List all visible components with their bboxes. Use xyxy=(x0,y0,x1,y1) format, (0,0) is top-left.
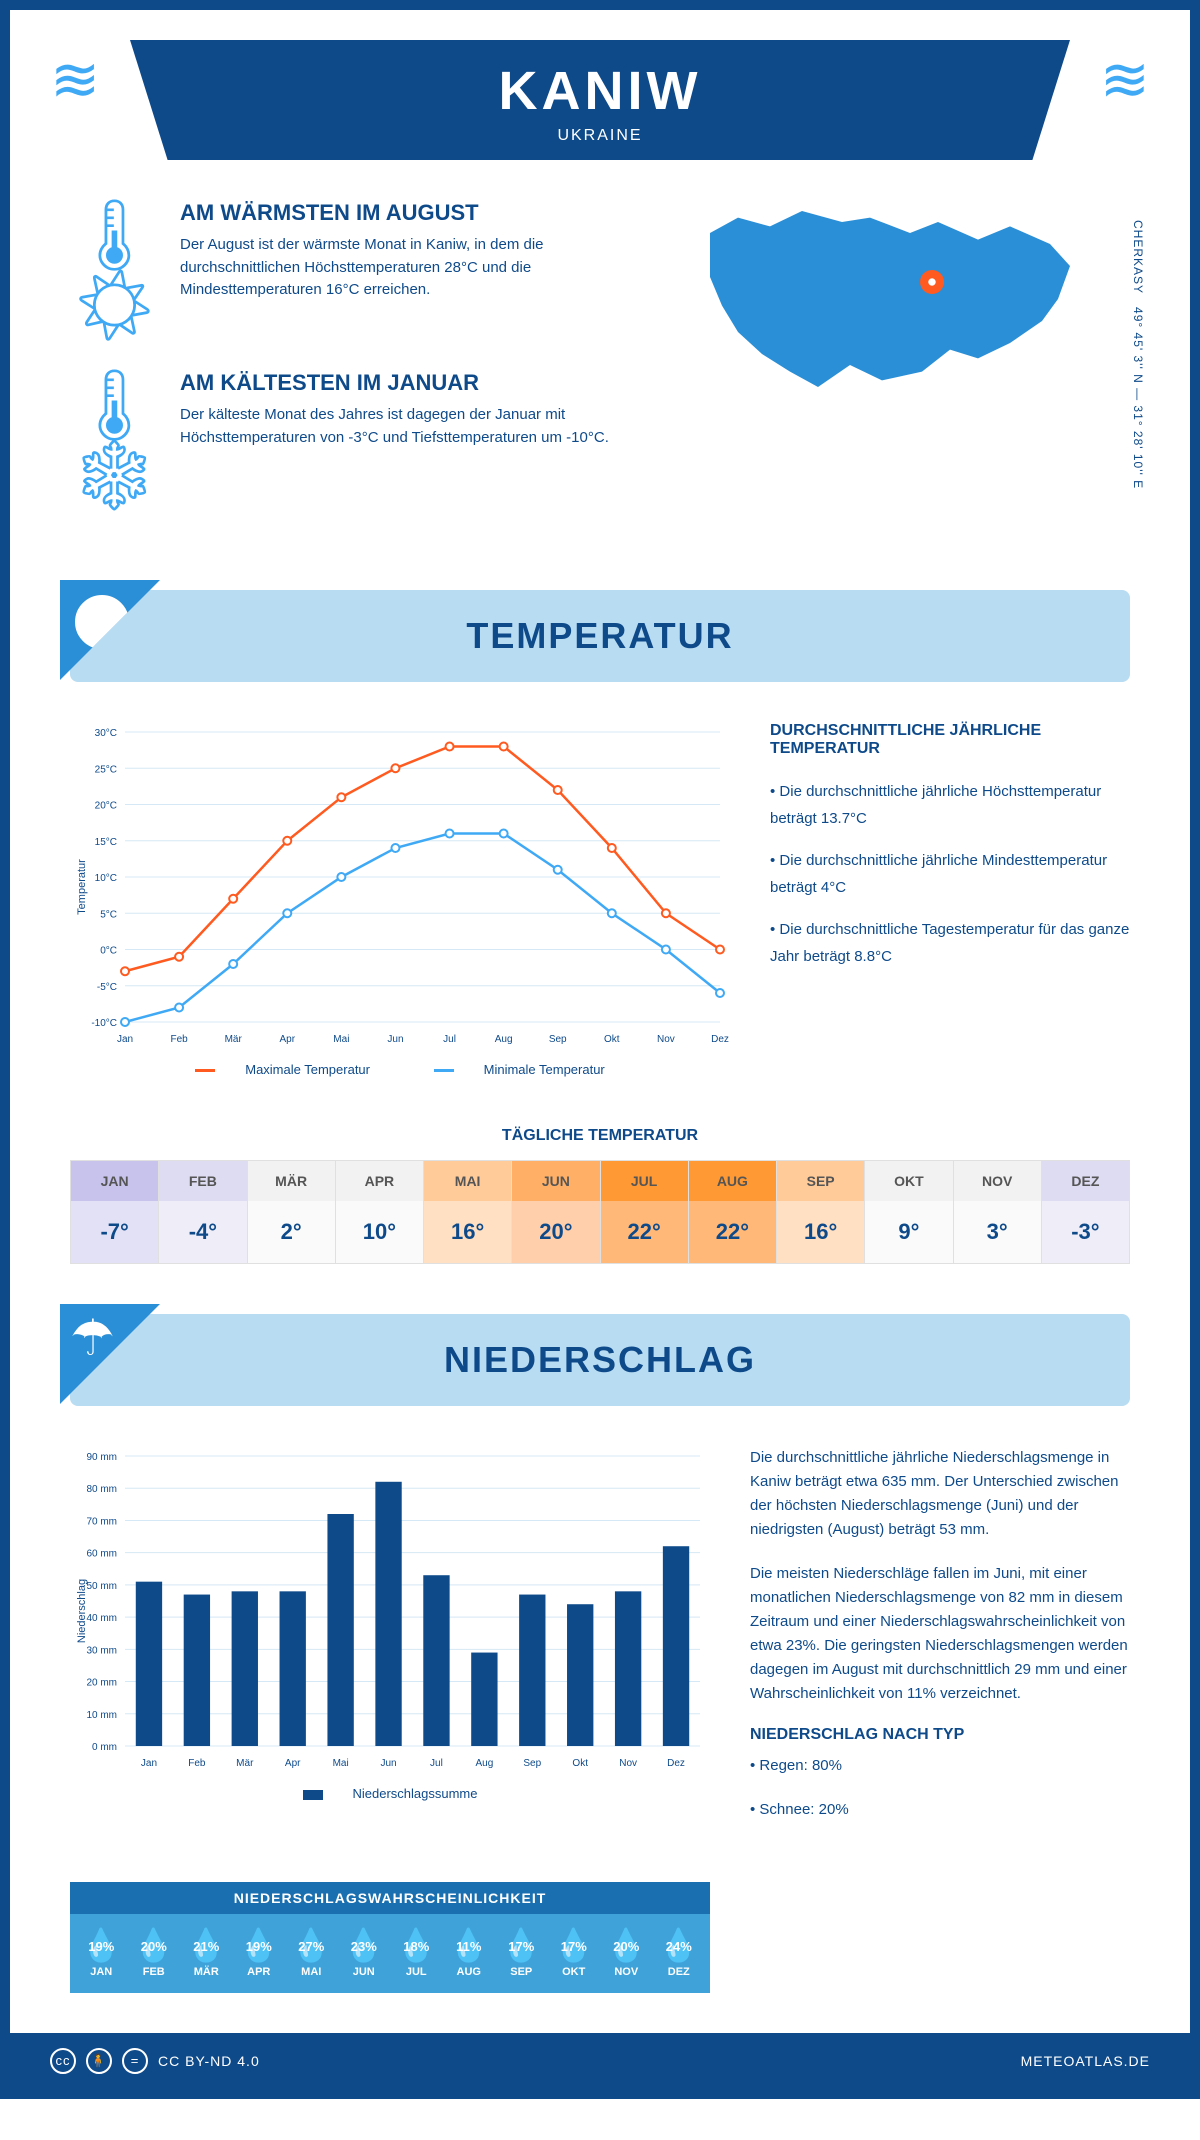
svg-text:5°C: 5°C xyxy=(100,909,117,920)
warmest-fact: 🌡☀ AM WÄRMSTEN IM AUGUST Der August ist … xyxy=(70,200,650,340)
footer: cc 🧍 = CC BY-ND 4.0 METEOATLAS.DE xyxy=(10,2033,1190,2089)
prob-drop: 💧21%MÄR xyxy=(180,1929,233,1978)
prob-drop: 💧19%JAN xyxy=(75,1929,128,1978)
svg-text:Sep: Sep xyxy=(523,1758,541,1769)
svg-text:30 mm: 30 mm xyxy=(86,1645,117,1656)
svg-text:50 mm: 50 mm xyxy=(86,1581,117,1592)
world-map xyxy=(690,200,1090,420)
temperature-line-chart: -10°C -5°C 0°C 5°C 10°C 15°C 20°C 25°C 30°C Jan Fe… xyxy=(70,722,730,1077)
svg-text:20 mm: 20 mm xyxy=(86,1678,117,1689)
svg-text:Nov: Nov xyxy=(619,1758,637,1769)
precip-info: Die durchschnittliche jährliche Niedersc… xyxy=(750,1446,1130,1842)
precip-bar-chart: 0 mm 10 mm 20 mm 30 mm 40 mm 50 mm 60 mm 70 mm 8… xyxy=(70,1446,710,1842)
prob-drop: 💧20%FEB xyxy=(128,1929,181,1978)
svg-text:Mär: Mär xyxy=(225,1034,243,1045)
location-marker-icon xyxy=(920,270,944,294)
prob-drop: 💧23%JUN xyxy=(338,1929,391,1978)
svg-text:Apr: Apr xyxy=(279,1034,295,1045)
svg-text:10°C: 10°C xyxy=(95,873,117,884)
svg-text:70 mm: 70 mm xyxy=(86,1516,117,1527)
daily-temp-table: JAN-7°FEB-4°MÄR2°APR10°MAI16°JUN20°JUL22… xyxy=(70,1160,1130,1264)
svg-text:60 mm: 60 mm xyxy=(86,1549,117,1560)
prob-drop: 💧11%AUG xyxy=(443,1929,496,1978)
svg-text:0°C: 0°C xyxy=(100,946,117,957)
svg-text:Jun: Jun xyxy=(387,1034,403,1045)
svg-text:25°C: 25°C xyxy=(95,764,117,775)
svg-text:Sep: Sep xyxy=(549,1034,567,1045)
svg-text:30°C: 30°C xyxy=(95,728,117,739)
temp-info-title: DURCHSCHNITTLICHE JÄHRLICHE TEMPERATUR xyxy=(770,722,1130,758)
thermometer-cold-icon: 🌡❄ xyxy=(70,370,160,510)
coldest-title: AM KÄLTESTEN IM JANUAR xyxy=(180,370,650,396)
warmest-title: AM WÄRMSTEN IM AUGUST xyxy=(180,200,650,226)
license-badge: cc 🧍 = CC BY-ND 4.0 xyxy=(50,2048,260,2074)
precip-heading: NIEDERSCHLAG xyxy=(70,1339,1130,1381)
svg-text:20°C: 20°C xyxy=(95,801,117,812)
prob-drop: 💧19%APR xyxy=(233,1929,286,1978)
coldest-fact: 🌡❄ AM KÄLTESTEN IM JANUAR Der kälteste M… xyxy=(70,370,650,510)
svg-text:Aug: Aug xyxy=(495,1034,513,1045)
svg-text:Niederschlag: Niederschlag xyxy=(76,1579,88,1643)
svg-text:Jul: Jul xyxy=(430,1758,443,1769)
site-name: METEOATLAS.DE xyxy=(1021,2053,1150,2069)
infographic-frame: ≋ ≋ KANIW UKRAINE 🌡☀ AM WÄRMSTEN IM AUGU… xyxy=(0,0,1200,2099)
svg-text:Dez: Dez xyxy=(667,1758,685,1769)
prob-drop: 💧17%OKT xyxy=(548,1929,601,1978)
svg-text:80 mm: 80 mm xyxy=(86,1484,117,1495)
svg-text:15°C: 15°C xyxy=(95,837,117,848)
svg-text:Jan: Jan xyxy=(141,1758,157,1769)
header-banner: KANIW UKRAINE xyxy=(130,40,1070,160)
svg-text:Mär: Mär xyxy=(236,1758,254,1769)
svg-text:Okt: Okt xyxy=(604,1034,620,1045)
by-icon: 🧍 xyxy=(86,2048,112,2074)
prob-drop: 💧17%SEP xyxy=(495,1929,548,1978)
svg-text:90 mm: 90 mm xyxy=(86,1452,117,1463)
temperature-info: DURCHSCHNITTLICHE JÄHRLICHE TEMPERATUR •… xyxy=(770,722,1130,1077)
svg-text:Mai: Mai xyxy=(333,1758,349,1769)
svg-text:Mai: Mai xyxy=(333,1034,349,1045)
svg-text:0 mm: 0 mm xyxy=(92,1742,117,1753)
svg-text:10 mm: 10 mm xyxy=(86,1710,117,1721)
svg-text:-10°C: -10°C xyxy=(91,1018,117,1029)
precip-banner: NIEDERSCHLAG xyxy=(70,1314,1130,1406)
coldest-text: Der kälteste Monat des Jahres ist dagege… xyxy=(180,404,650,449)
svg-text:-5°C: -5°C xyxy=(97,982,117,993)
precip-probability-box: NIEDERSCHLAGSWAHRSCHEINLICHKEIT 💧19%JAN💧… xyxy=(70,1882,710,1993)
svg-text:Nov: Nov xyxy=(657,1034,675,1045)
thermometer-hot-icon: 🌡☀ xyxy=(70,200,160,340)
prob-drop: 💧24%DEZ xyxy=(653,1929,706,1978)
prob-title: NIEDERSCHLAGSWAHRSCHEINLICHKEIT xyxy=(70,1882,710,1914)
city-title: KANIW xyxy=(130,60,1070,122)
temperature-banner: TEMPERATUR xyxy=(70,590,1130,682)
temp-legend: Maximale Temperatur Minimale Temperatur xyxy=(70,1062,730,1077)
svg-text:40 mm: 40 mm xyxy=(86,1613,117,1624)
prob-drop: 💧20%NOV xyxy=(600,1929,653,1978)
svg-text:Jul: Jul xyxy=(443,1034,456,1045)
svg-text:Jan: Jan xyxy=(117,1034,133,1045)
wind-icon: ≋ xyxy=(1100,45,1150,115)
prob-drop: 💧18%JUL xyxy=(390,1929,443,1978)
wind-icon: ≋ xyxy=(50,45,100,115)
svg-text:Dez: Dez xyxy=(711,1034,729,1045)
daily-temp-title: TÄGLICHE TEMPERATUR xyxy=(10,1127,1190,1145)
precip-legend: Niederschlagssumme xyxy=(70,1786,710,1801)
country-subtitle: UKRAINE xyxy=(130,127,1070,145)
svg-text:Apr: Apr xyxy=(285,1758,301,1769)
prob-drop: 💧27%MAI xyxy=(285,1929,338,1978)
intro-section: 🌡☀ AM WÄRMSTEN IM AUGUST Der August ist … xyxy=(10,200,1190,570)
svg-text:Okt: Okt xyxy=(572,1758,588,1769)
svg-text:Aug: Aug xyxy=(475,1758,493,1769)
cc-icon: cc xyxy=(50,2048,76,2074)
svg-text:Feb: Feb xyxy=(170,1034,188,1045)
svg-text:Feb: Feb xyxy=(188,1758,206,1769)
svg-text:Temperatur: Temperatur xyxy=(76,859,88,915)
svg-text:Jun: Jun xyxy=(380,1758,396,1769)
coordinates-label: CHERKASY 49° 45' 3'' N — 31° 28' 10'' E xyxy=(1131,220,1145,489)
warmest-text: Der August ist der wärmste Monat in Kani… xyxy=(180,234,650,302)
nd-icon: = xyxy=(122,2048,148,2074)
temperature-heading: TEMPERATUR xyxy=(70,615,1130,657)
